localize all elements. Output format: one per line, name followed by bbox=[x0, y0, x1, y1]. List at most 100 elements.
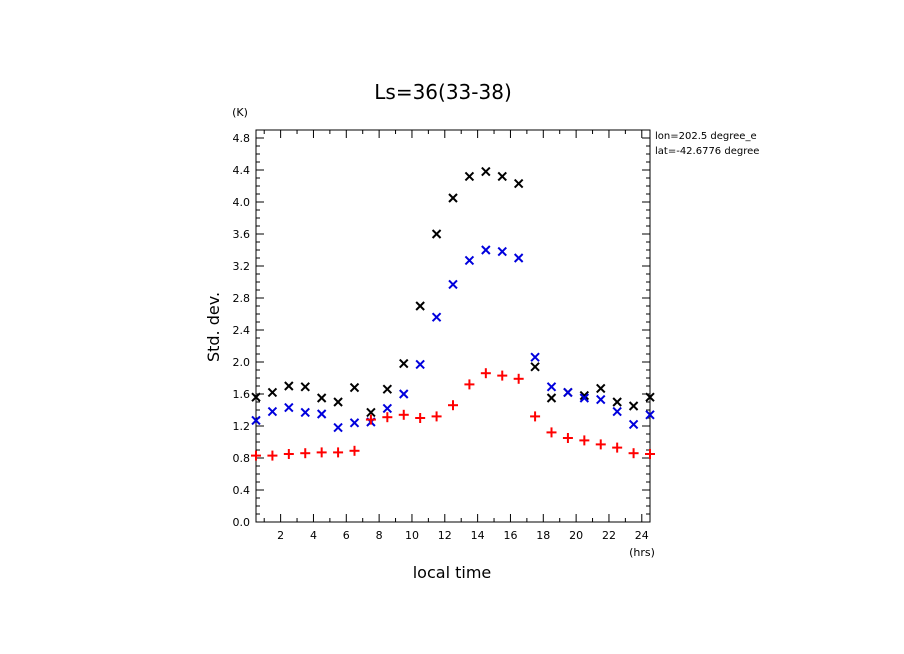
series-1-point bbox=[628, 419, 639, 430]
plot-frame bbox=[255, 129, 651, 523]
y-tick-label: 2.8 bbox=[233, 292, 251, 305]
axis-ticks: 0.0 0.4 0.8 1.2 1.6 2.0 2.4 2.8 3.2 3.6 4.0 4.4 4.8 2… bbox=[233, 129, 650, 542]
y-tick-label: 3.6 bbox=[233, 228, 251, 241]
series-0-point bbox=[382, 384, 393, 394]
series-0-point bbox=[497, 171, 507, 182]
series-0-point bbox=[366, 407, 376, 418]
series-2-point bbox=[415, 413, 426, 423]
series-1-point bbox=[546, 382, 557, 392]
series-1-point bbox=[415, 359, 425, 370]
series-0-point bbox=[316, 393, 327, 403]
series-0-point bbox=[349, 382, 360, 393]
series-1-point bbox=[284, 402, 294, 413]
series-0-point bbox=[267, 387, 278, 398]
series-1-point bbox=[431, 312, 442, 322]
series-0-point bbox=[596, 383, 606, 394]
x-tick-label: 20 bbox=[569, 529, 583, 542]
series-0-point bbox=[284, 381, 294, 391]
series-1-point bbox=[267, 406, 278, 417]
series-2-point bbox=[267, 450, 278, 461]
x-tick-label: 6 bbox=[343, 529, 350, 542]
x-tick-label: 22 bbox=[602, 529, 616, 542]
series-2-point bbox=[612, 442, 623, 453]
series-0-point bbox=[300, 382, 310, 392]
series-2-point bbox=[448, 400, 458, 411]
y-tick-label: 0.8 bbox=[233, 452, 251, 465]
y-tick-label: 3.2 bbox=[233, 260, 251, 273]
series-0-point bbox=[513, 178, 524, 189]
series-0-point bbox=[530, 362, 540, 372]
annotation-lon: lon=202.5 degree_e bbox=[655, 131, 757, 142]
series-0-point bbox=[645, 392, 655, 402]
series-2-point bbox=[398, 409, 409, 420]
series-0-point bbox=[628, 401, 639, 411]
series-2-point bbox=[365, 414, 376, 425]
series-1-point bbox=[464, 255, 475, 266]
x-tick-label: 18 bbox=[536, 529, 550, 542]
series-0-point bbox=[399, 358, 409, 369]
x-axis-label: local time bbox=[413, 563, 492, 582]
series-0-point bbox=[612, 397, 622, 407]
series-2-point bbox=[497, 370, 508, 381]
series-1-point bbox=[497, 246, 507, 257]
series-0-point bbox=[431, 229, 442, 239]
series-1-point bbox=[596, 394, 606, 405]
data-marks bbox=[251, 166, 655, 461]
series-2-point bbox=[431, 411, 442, 422]
chart-title: Ls=36(33-38) bbox=[374, 80, 512, 104]
y-unit-label: (K) bbox=[232, 106, 248, 119]
series-1-point bbox=[333, 422, 343, 433]
x-tick-label: 8 bbox=[376, 529, 383, 542]
series-0-point bbox=[546, 393, 557, 403]
x-tick-label: 12 bbox=[438, 529, 452, 542]
series-2-point bbox=[464, 379, 475, 390]
series-2-point bbox=[251, 450, 261, 461]
y-tick-label: 1.2 bbox=[233, 420, 251, 433]
x-tick-label: 14 bbox=[471, 529, 485, 542]
y-tick-label: 0.4 bbox=[233, 484, 251, 497]
series-0-point bbox=[481, 166, 491, 177]
series-1-point bbox=[612, 406, 622, 417]
series-2-point bbox=[562, 433, 573, 443]
x-unit-label: (hrs) bbox=[629, 546, 655, 559]
y-axis-label: Std. dev. bbox=[204, 292, 223, 362]
x-tick-label: 4 bbox=[310, 529, 317, 542]
series-2-point bbox=[513, 373, 524, 384]
x-tick-label: 24 bbox=[635, 529, 649, 542]
series-1-point bbox=[349, 418, 360, 428]
series-1-point bbox=[300, 407, 310, 418]
series-2-point bbox=[480, 368, 491, 379]
series-0-point bbox=[251, 392, 261, 402]
series-1-point bbox=[645, 410, 655, 420]
series-2-point bbox=[595, 439, 606, 450]
series-0-point bbox=[415, 301, 425, 311]
series-2-point bbox=[628, 448, 639, 459]
x-tick-label: 2 bbox=[277, 529, 284, 542]
series-1-point bbox=[579, 393, 590, 403]
series-1-point bbox=[563, 387, 573, 398]
series-0-point bbox=[579, 390, 590, 401]
y-tick-label: 2.0 bbox=[233, 356, 251, 369]
series-2-point bbox=[316, 447, 327, 458]
y-tick-label: 1.6 bbox=[233, 388, 251, 401]
series-0-point bbox=[448, 193, 458, 203]
y-tick-label: 4.4 bbox=[233, 164, 251, 177]
series-1-point bbox=[316, 409, 327, 419]
series-1-point bbox=[513, 253, 524, 263]
series-2-point bbox=[546, 427, 557, 438]
series-1-point bbox=[382, 403, 393, 414]
x-tick-label: 16 bbox=[503, 529, 517, 542]
series-1-point bbox=[251, 415, 261, 426]
y-tick-label: 4.8 bbox=[233, 132, 251, 145]
series-2-point bbox=[333, 447, 344, 458]
series-2-point bbox=[283, 449, 294, 459]
series-2-point bbox=[579, 435, 590, 446]
series-2-point bbox=[300, 448, 311, 459]
series-1-point bbox=[399, 389, 409, 399]
annotation-lat: lat=-42.6776 degree bbox=[655, 146, 759, 157]
series-2-point bbox=[530, 411, 541, 422]
series-1-point bbox=[530, 352, 540, 362]
series-1-point bbox=[448, 279, 458, 290]
series-1-point bbox=[481, 245, 491, 255]
